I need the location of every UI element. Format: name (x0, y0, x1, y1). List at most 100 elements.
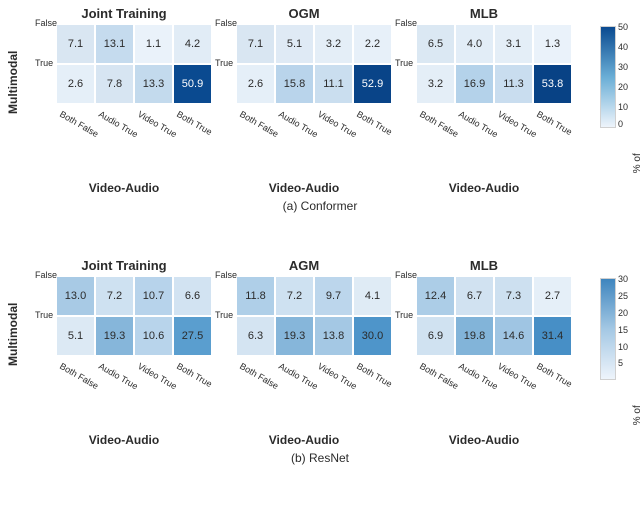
xtick: Both False (238, 109, 280, 139)
ytick-true: True (35, 58, 53, 68)
xtick: Video True (136, 361, 179, 391)
subfig-b: Multimodal Joint Training 13.07.210.76.6… (0, 258, 640, 465)
heatmap-cell: 11.8 (236, 276, 275, 316)
heatmap-cell: 10.7 (134, 276, 173, 316)
heatmap-cell: 13.8 (314, 316, 353, 356)
ytick-false: False (215, 270, 233, 280)
xticks: Both False Audio True Video True Both Tr… (235, 105, 391, 145)
x-axis-label: Video-Audio (37, 181, 211, 195)
xtick: Video True (136, 109, 179, 139)
colorbar-gradient (600, 26, 616, 128)
panel-a1: OGM 7.15.13.22.22.615.811.152.9 False Tr… (217, 6, 391, 195)
xtick: Both False (58, 361, 100, 391)
heatmap-cell: 19.8 (455, 316, 494, 356)
panel-title: MLB (397, 6, 571, 21)
xtick: Audio True (277, 109, 320, 139)
panel-title: OGM (217, 6, 391, 21)
colorbar-tick: 10 (618, 102, 628, 112)
heatmap-cell: 3.2 (314, 24, 353, 64)
heatmap-cell: 7.2 (95, 276, 134, 316)
ytick-true: True (215, 58, 233, 68)
heatmap-cell: 52.9 (353, 64, 392, 104)
heatmap-cell: 14.6 (494, 316, 533, 356)
subfig-caption: (b) ResNet (0, 451, 640, 465)
heatmap-cell: 9.7 (314, 276, 353, 316)
panel-title: AGM (217, 258, 391, 273)
xtick: Both False (238, 361, 280, 391)
heatmap-cell: 7.1 (56, 24, 95, 64)
ytick-false: False (35, 18, 53, 28)
colorbar: 50 40 30 20 10 0 % of samples (600, 26, 622, 128)
ytick-false: False (395, 270, 413, 280)
xtick: Video True (496, 361, 539, 391)
heatmap: 7.15.13.22.2 2.615.811.152.9 (235, 23, 393, 105)
xticks: Both False Audio True Video True Both Tr… (55, 105, 211, 145)
heatmap-cell: 31.4 (533, 316, 572, 356)
heatmap: 11.87.29.74.16.319.313.830.0 (235, 275, 393, 357)
heatmap-cell: 11.1 (314, 64, 353, 104)
ytick-true: True (35, 310, 53, 320)
heatmap-cell: 1.1 (134, 24, 173, 64)
heatmap: 7.113.11.14.22.67.813.350.9 (55, 23, 213, 105)
heatmap-cell: 1.3 (533, 24, 572, 64)
y-axis-label: Multimodal (6, 51, 20, 114)
xtick: Video True (316, 109, 359, 139)
heatmap-cell: 13.0 (56, 276, 95, 316)
figure: { "subfigs": [ { "key": "a", "caption": … (0, 0, 640, 505)
heatmap-cell: 30.0 (353, 316, 392, 356)
ytick-false: False (35, 270, 53, 280)
colorbar-label: % of samples (632, 136, 640, 173)
heatmap-cell: 2.6 (236, 64, 275, 104)
colorbar-tick: 20 (618, 82, 628, 92)
xticks: Both False Audio True Video True Both Tr… (55, 357, 211, 397)
panel-a0: Joint Training 7.113.11.14.22.67.813.350… (37, 6, 211, 195)
heatmap-cell: 16.9 (455, 64, 494, 104)
panel-title: Joint Training (37, 6, 211, 21)
heatmap: 13.07.210.76.65.119.310.627.5 (55, 275, 213, 357)
xticks: Both False Audio True Video True Both Tr… (235, 357, 391, 397)
ytick-true: True (395, 310, 413, 320)
panel-title: MLB (397, 258, 571, 273)
heatmap-cell: 2.6 (56, 64, 95, 104)
ytick-false: False (395, 18, 413, 28)
heatmap-cell: 4.1 (353, 276, 392, 316)
heatmap-cell: 19.3 (95, 316, 134, 356)
xtick: Both True (535, 361, 574, 389)
heatmap-cell: 27.5 (173, 316, 212, 356)
heatmap-cell: 3.2 (416, 64, 455, 104)
x-axis-label: Video-Audio (217, 433, 391, 447)
heatmap-cell: 5.1 (56, 316, 95, 356)
xtick: Video True (496, 109, 539, 139)
xtick: Audio True (277, 361, 320, 391)
heatmap-cell: 13.1 (95, 24, 134, 64)
xtick: Both False (58, 109, 100, 139)
heatmap-cell: 2.2 (353, 24, 392, 64)
heatmap-cell: 3.1 (494, 24, 533, 64)
colorbar-tick: 10 (618, 342, 628, 352)
heatmap-cell: 11.3 (494, 64, 533, 104)
colorbar-tick: 15 (618, 325, 628, 335)
heatmap-cell: 15.8 (275, 64, 314, 104)
colorbar: 30 25 20 15 10 5 % of samples (600, 278, 622, 380)
subfig-a: Multimodal Joint Training 7.113.11.14.22… (0, 6, 640, 213)
heatmap-cell: 6.5 (416, 24, 455, 64)
panel-a2: MLB 6.54.03.11.33.216.911.353.8 False Tr… (397, 6, 571, 195)
ytick-true: True (215, 310, 233, 320)
panel-b0: Joint Training 13.07.210.76.65.119.310.6… (37, 258, 211, 447)
x-axis-label: Video-Audio (217, 181, 391, 195)
colorbar-tick: 5 (618, 358, 623, 368)
colorbar-label: % of samples (632, 388, 640, 425)
heatmap-cell: 19.3 (275, 316, 314, 356)
xtick: Audio True (457, 361, 500, 391)
ytick-true: True (395, 58, 413, 68)
heatmap-cell: 7.1 (236, 24, 275, 64)
xticks: Both False Audio True Video True Both Tr… (415, 105, 571, 145)
heatmap-cell: 5.1 (275, 24, 314, 64)
panel-title: Joint Training (37, 258, 211, 273)
heatmap-cell: 6.9 (416, 316, 455, 356)
heatmap: 12.46.77.32.76.919.814.631.4 (415, 275, 573, 357)
x-axis-label: Video-Audio (37, 433, 211, 447)
heatmap-cell: 6.6 (173, 276, 212, 316)
xticks: Both False Audio True Video True Both Tr… (415, 357, 571, 397)
colorbar-tick: 40 (618, 42, 628, 52)
